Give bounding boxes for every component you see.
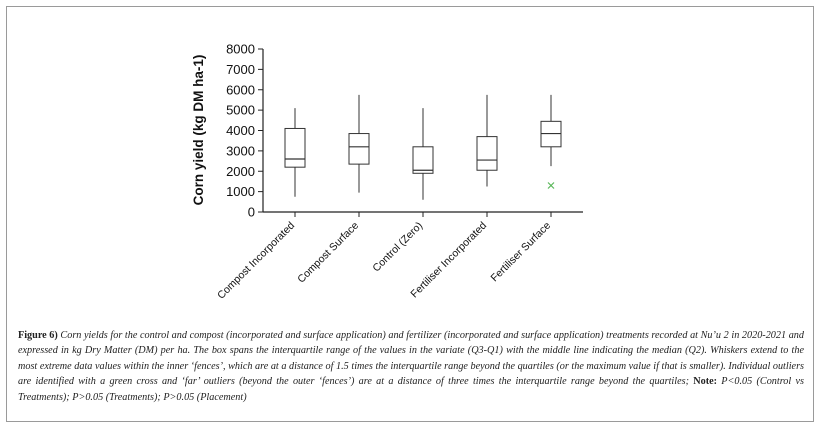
y-tick-label: 0 <box>248 205 255 220</box>
caption-text: Corn yields for the control and compost … <box>18 330 804 388</box>
box-plot-chart: 0 1000 2000 3000 4000 5000 6000 7000 8000 Compost… <box>191 42 583 302</box>
figure-frame <box>6 6 814 422</box>
box-group <box>412 108 434 200</box>
box-iqr <box>284 127 306 168</box>
y-axis-label: Corn yield (kg DM ha-1) <box>191 55 206 206</box>
y-tick-label: 8000 <box>226 42 255 57</box>
note-label: Note: <box>693 376 718 388</box>
box-group <box>284 108 306 197</box>
y-tick-label: 2000 <box>226 164 255 179</box>
x-tick-label: Fertiliser Surface <box>489 220 554 285</box>
x-tick-label: Compost Incorporated <box>215 220 297 302</box>
y-tick-label: 6000 <box>226 82 255 97</box>
outlier-stroke <box>547 182 555 189</box>
x-tick-label: Compost Surface <box>295 220 361 286</box>
y-tick-label: 4000 <box>226 123 255 138</box>
box-group <box>540 94 562 189</box>
box-iqr <box>348 133 370 165</box>
y-tick-label: 5000 <box>226 103 255 118</box>
chart-axes: 0 1000 2000 3000 4000 5000 6000 7000 8000 Compost… <box>215 42 583 302</box>
y-tick-label: 1000 <box>226 184 255 199</box>
x-tick-label: Control (Zero) <box>370 220 425 275</box>
note-text: P<0.05 (Control vs Treatments); P>0.05 (… <box>18 376 804 403</box>
outlier-marker <box>547 182 555 189</box>
box-iqr <box>476 136 498 171</box>
box-iqr <box>412 146 434 174</box>
y-tick-label: 7000 <box>226 62 255 77</box>
figure-label: Figure 6) <box>18 330 58 341</box>
box-group <box>476 94 498 187</box>
box-group <box>348 94 370 193</box>
figure-caption: Figure 6) Corn yields for the control an… <box>18 328 804 405</box>
chart-boxes <box>284 94 562 200</box>
y-tick-label: 3000 <box>226 143 255 158</box>
